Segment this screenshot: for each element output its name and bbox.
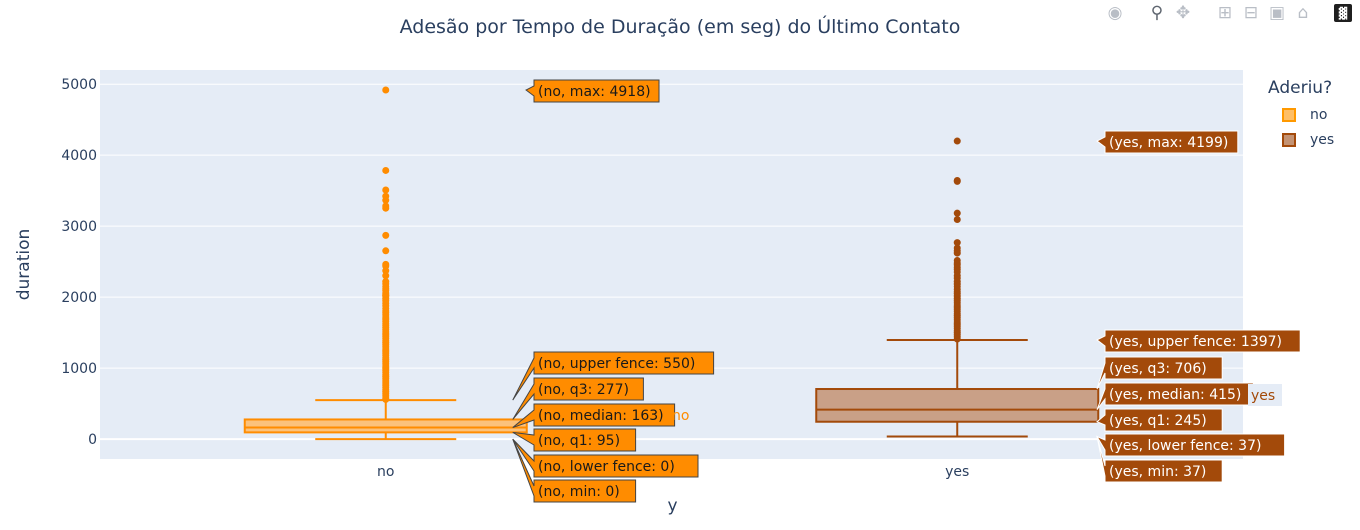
outlier-point — [953, 335, 961, 343]
hover-label-yes-max: (yes, max: 4199) — [1096, 130, 1239, 154]
legend-swatch-no — [1282, 107, 1296, 122]
autoscale-icon[interactable]: ▣ — [1268, 2, 1286, 23]
legend-item-yes[interactable]: yes — [1268, 127, 1334, 152]
legend-label-no: no — [1310, 106, 1328, 123]
y-tick-label: 0 — [88, 432, 97, 448]
hover-label-yes-text: (yes, min: 37) — [1109, 464, 1206, 480]
x-tick-label: yes — [945, 464, 969, 480]
hover-label-no-max-box — [525, 79, 660, 103]
hover-label-yes-box — [1096, 408, 1223, 432]
hover-label-yes-box — [1096, 329, 1301, 353]
hover-label-no-box — [512, 438, 699, 478]
hover-label-yes-max-text: (yes, max: 4199) — [1109, 135, 1228, 151]
legend: Aderiu? no yes — [1268, 78, 1334, 152]
outlier-point — [953, 137, 961, 145]
trace-name-label-yes: yes — [1251, 388, 1275, 404]
hover-label-yes-max-box — [1096, 130, 1239, 154]
y-tick-label: 3000 — [61, 219, 97, 235]
zoom-in-icon[interactable]: ⊞ — [1217, 2, 1233, 23]
x-axis-title: y — [667, 496, 677, 516]
outlier-point — [382, 186, 390, 194]
modebar: ◉ ⚲ ✥ ⊞ ⊟ ▣ ⌂ ▓ — [1104, 3, 1352, 23]
hover-label-no-box — [512, 351, 715, 401]
outlier-point — [382, 272, 390, 280]
outlier-point — [382, 204, 390, 212]
x-tick-label: no — [377, 464, 394, 480]
trace-name-label-no: no — [672, 408, 689, 424]
hover-label-no: (no, lower fence: 0) — [512, 438, 699, 478]
y-axis-title: duration — [14, 229, 34, 301]
plotly-logo-icon[interactable]: ▓ — [1334, 4, 1352, 22]
y-tick-label: 4000 — [61, 148, 97, 164]
iqr-box — [815, 388, 1100, 423]
outlier-point — [953, 209, 961, 217]
y-tick-label: 1000 — [61, 361, 97, 377]
hover-label-no: (no, min: 0) — [512, 438, 637, 503]
hover-label-yes-text: (yes, lower fence: 37) — [1109, 438, 1261, 454]
outlier-point — [382, 196, 390, 204]
hover-label-yes: (yes, lower fence: 37) — [1095, 433, 1286, 457]
hover-label-no-max-text: (no, max: 4918) — [538, 84, 651, 100]
hover-label-yes-box — [1096, 356, 1223, 390]
hover-label-no: (no, upper fence: 550) — [512, 351, 715, 401]
hover-label-yes-box — [1095, 433, 1286, 457]
y-tick-label: 5000 — [61, 77, 97, 93]
hover-label-yes-text: (yes, median: 415) — [1109, 387, 1241, 403]
hover-label-yes-text: (yes, upper fence: 1397) — [1109, 334, 1282, 350]
hover-label-no-text: (no, upper fence: 550) — [538, 356, 695, 372]
pan-icon[interactable]: ✥ — [1175, 2, 1191, 23]
outlier-point — [953, 239, 961, 247]
hover-label-yes: (yes, q3: 706) — [1096, 356, 1223, 390]
hover-label-no-text: (no, lower fence: 0) — [538, 459, 675, 475]
outlier-point — [382, 267, 390, 275]
hover-label-yes: (yes, upper fence: 1397) — [1096, 329, 1301, 353]
hover-label-no-text: (no, q1: 95) — [538, 433, 620, 449]
outlier-point — [382, 395, 390, 403]
hover-label-yes: (yes, min: 37) — [1096, 436, 1223, 483]
hover-label-no-text: (no, min: 0) — [538, 484, 620, 500]
hover-label-yes: (yes, q1: 245) — [1096, 408, 1223, 432]
reset-axes-icon[interactable]: ⌂ — [1297, 2, 1309, 23]
hover-label-no-box — [512, 377, 644, 420]
y-tick-label: 2000 — [61, 290, 97, 306]
zoom-out-icon[interactable]: ⊟ — [1243, 2, 1259, 23]
legend-label-yes: yes — [1310, 131, 1335, 148]
outlier-point — [382, 166, 390, 174]
outlier-point — [382, 231, 390, 239]
camera-icon[interactable]: ◉ — [1107, 2, 1123, 23]
zoom-icon[interactable]: ⚲ — [1150, 2, 1164, 23]
hover-label-no: (no, q3: 277) — [512, 377, 644, 420]
hover-label-no-box — [512, 438, 637, 503]
outlier-point — [953, 215, 961, 223]
hover-label-no-text: (no, median: 163) — [538, 408, 664, 424]
hover-label-no-text: (no, q3: 277) — [538, 382, 629, 398]
outlier-point — [953, 249, 961, 257]
legend-title: Aderiu? — [1268, 78, 1333, 98]
trace-name-bg-yes — [1248, 384, 1282, 406]
legend-swatch-yes — [1282, 132, 1296, 147]
legend-item-no[interactable]: no — [1268, 102, 1334, 127]
hover-label-yes-text: (yes, q1: 245) — [1109, 413, 1207, 429]
outlier-point — [953, 177, 961, 185]
hover-label-yes: (yes, median: 415) — [1096, 382, 1254, 410]
hover-label-no-box — [512, 428, 637, 452]
hover-label-no-max: (no, max: 4918) — [525, 79, 660, 103]
hover-label-yes-box — [1096, 436, 1223, 483]
hover-label-no: (no, q1: 95) — [512, 428, 637, 452]
hover-label-no-box — [512, 403, 676, 429]
hover-label-yes-text: (yes, q3: 706) — [1109, 361, 1207, 377]
outlier-point — [382, 247, 390, 255]
outlier-point — [382, 86, 390, 94]
chart-title: Adesão por Tempo de Duração (em seg) do … — [399, 16, 961, 38]
hover-label-no: (no, median: 163) — [512, 403, 676, 429]
iqr-box — [243, 418, 528, 434]
